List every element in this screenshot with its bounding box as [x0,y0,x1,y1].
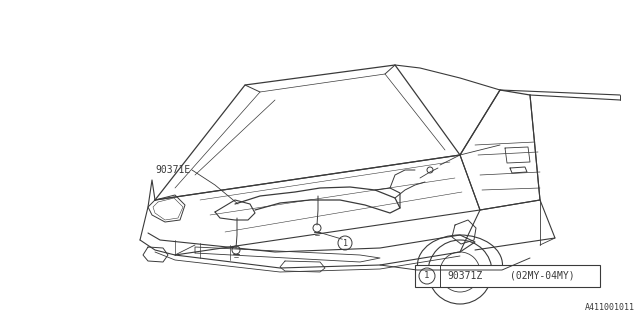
FancyBboxPatch shape [415,265,600,287]
Text: (02MY-04MY): (02MY-04MY) [510,271,575,281]
Text: 90371E: 90371E [155,165,190,175]
Text: A411001011: A411001011 [585,303,635,312]
Text: 1: 1 [342,238,348,247]
Text: 90371Z: 90371Z [447,271,483,281]
Text: 1: 1 [424,271,429,281]
